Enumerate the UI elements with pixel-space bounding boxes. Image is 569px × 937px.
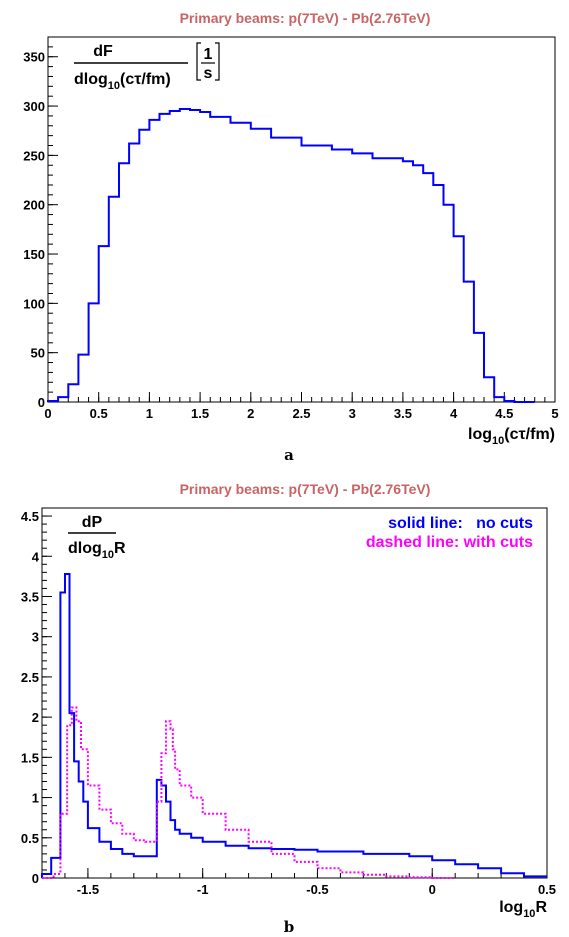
panel-b: Primary beams: p(7TeV) - Pb(2.76TeV) -1.… [21, 481, 556, 936]
y-tick-label: 100 [23, 296, 45, 311]
y-tick-label: 4.5 [21, 509, 39, 524]
y-tick-label: 200 [23, 198, 45, 213]
panel-a-ticks: 0 0.5 1 1.5 2 2.5 3 3.5 4 4.5 50501001502002503003… [23, 36, 559, 421]
panel-b-series [41, 573, 547, 879]
y-tick-label: 50 [31, 346, 45, 361]
panel-b-ticks: -1.5 -1 -0.5 0 0.5 0 0.5 1 1.5 2 2.5 3 3.5 4 4.5 [21, 507, 556, 897]
panel-a-frame [47, 36, 556, 403]
x-tick-label: 4 [450, 406, 458, 421]
y-tick-label: 1.5 [21, 750, 39, 765]
panel-a-title: Primary beams: p(7TeV) - Pb(2.76TeV) [180, 10, 431, 26]
panel-a-ylabel-numerator: dF [93, 43, 113, 60]
x-tick-label: 0 [429, 882, 436, 897]
y-tick-label: 300 [23, 99, 45, 114]
panel-a-series [47, 108, 535, 403]
panel-b-legend-solid: solid line: no cuts [388, 515, 533, 532]
series-line-a-0 [47, 108, 535, 403]
y-tick-label: 0.5 [21, 831, 39, 846]
y-tick-label: 2 [32, 710, 39, 725]
x-tick-label: 3.5 [394, 406, 412, 421]
panel-b-title: Primary beams: p(7TeV) - Pb(2.76TeV) [180, 481, 431, 497]
panel-a-ylabel: dF dlog10(cτ/fm) 1 s [74, 42, 220, 92]
panel-a-caption: a [284, 446, 294, 464]
x-tick-label: -0.5 [306, 882, 328, 897]
x-tick-label: 0.5 [90, 406, 108, 421]
panel-a-unit-bracket-left [196, 42, 201, 81]
y-tick-label: 150 [23, 247, 45, 262]
x-tick-label: 0 [44, 406, 51, 421]
panel-b-xlabel: log10R [499, 899, 547, 920]
x-tick-label: 5 [551, 406, 558, 421]
y-tick-label: 3.5 [21, 589, 39, 604]
panel-a-unit-denominator: s [204, 65, 213, 82]
panel-a-unit-bracket-right [215, 42, 220, 81]
x-tick-label: 3 [349, 406, 356, 421]
panel-a: Primary beams: p(7TeV) - Pb(2.76TeV) 0 0.… [23, 10, 558, 464]
x-tick-label: 1.5 [191, 406, 209, 421]
panel-a-unit-numerator: 1 [204, 46, 213, 63]
panel-b-caption: b [284, 918, 295, 936]
panel-b-ylabel: dP dlog10R [68, 514, 126, 561]
panel-b-frame [41, 507, 548, 879]
x-tick-label: -1.5 [77, 882, 99, 897]
y-tick-label: 1 [32, 791, 39, 806]
panel-a-ylabel-denominator: dlog10(cτ/fm) [74, 71, 171, 92]
series-line-b-1 [42, 706, 456, 879]
y-tick-label: 3 [32, 630, 39, 645]
panel-a-xlabel: log10(cτ/fm) [468, 426, 555, 447]
x-tick-label: 1 [146, 406, 153, 421]
x-tick-label: 0.5 [538, 882, 556, 897]
panel-b-ylabel-denominator: dlog10R [68, 540, 126, 561]
y-tick-label: 2.5 [21, 670, 39, 685]
panel-b-legend-dashed: dashed line: with cuts [366, 534, 533, 551]
y-tick-label: 0 [38, 395, 45, 410]
y-tick-label: 0 [32, 871, 39, 886]
y-tick-label: 350 [23, 50, 45, 65]
y-tick-label: 4 [32, 549, 40, 564]
x-tick-label: 2 [247, 406, 254, 421]
x-tick-label: 2.5 [292, 406, 310, 421]
y-tick-label: 250 [23, 148, 45, 163]
panel-b-ylabel-numerator: dP [82, 514, 103, 531]
x-tick-label: 4.5 [495, 406, 513, 421]
x-tick-label: -1 [197, 882, 209, 897]
series-line-b-0 [41, 573, 547, 878]
